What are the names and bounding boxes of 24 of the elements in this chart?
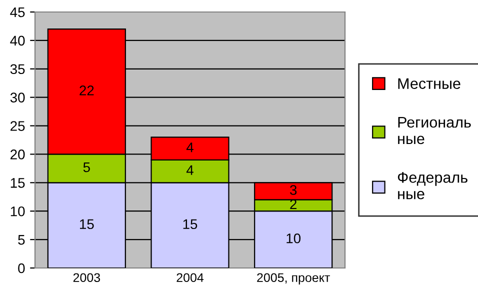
y-tick-label: 30 <box>10 92 25 103</box>
x-tick-label: 2004 <box>176 273 204 282</box>
data-label: 15 <box>183 219 198 230</box>
y-tick-label: 20 <box>10 150 25 160</box>
data-label: 5 <box>83 162 90 172</box>
y-tick-label: 5 <box>18 235 25 245</box>
x-tick-label: 2005, проект <box>257 273 330 285</box>
y-tick-label: 10 <box>10 206 25 216</box>
y-tick-label: 40 <box>10 36 25 46</box>
y-tick-label: 15 <box>10 178 25 188</box>
legend-label: Региональ ные <box>398 117 471 144</box>
data-label: 10 <box>286 233 301 244</box>
y-tick-label: 0 <box>18 263 25 274</box>
y-tick-label: 25 <box>10 121 25 131</box>
legend-label: Местные <box>398 78 460 89</box>
data-label: 22 <box>80 86 94 96</box>
y-tick-label: 45 <box>10 7 25 18</box>
data-label: 4 <box>186 142 194 152</box>
x-tick-label: 2003 <box>73 273 100 282</box>
data-label: 4 <box>186 165 194 175</box>
y-tick-label: 35 <box>10 64 25 74</box>
data-label: 3 <box>290 185 297 195</box>
data-label: 15 <box>80 219 94 230</box>
legend-label: Федераль ные <box>398 172 468 200</box>
